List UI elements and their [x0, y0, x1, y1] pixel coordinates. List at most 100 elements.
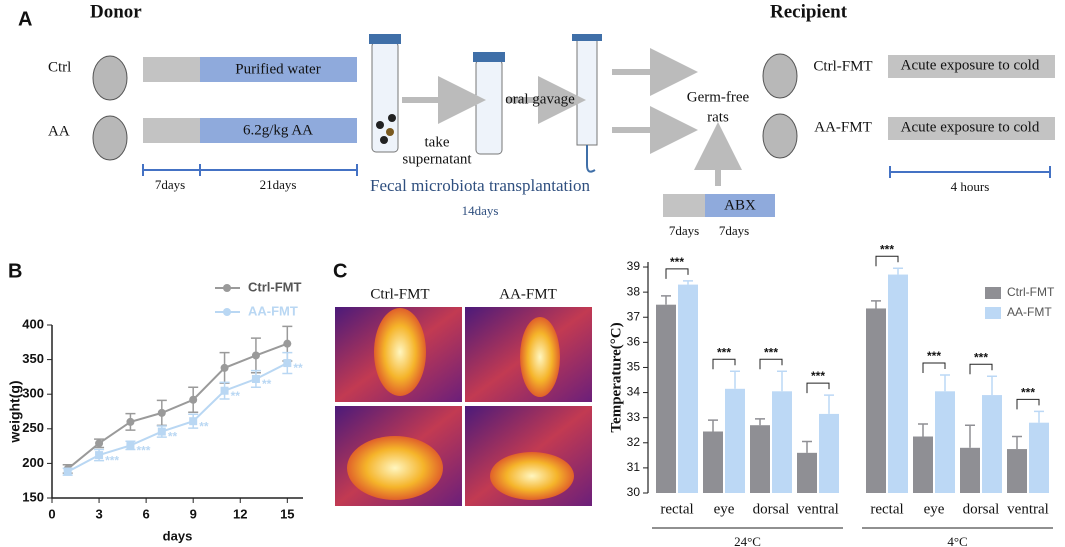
error-bar [871, 300, 881, 309]
point [126, 441, 135, 450]
point [189, 395, 198, 404]
period: 21days [260, 177, 297, 192]
legend-marker [223, 308, 231, 316]
abx-label: ABX [724, 197, 756, 213]
significance: *** [670, 255, 684, 269]
abx-bar [663, 194, 705, 217]
bar [982, 395, 1002, 493]
x-tick-label: rectal [870, 501, 903, 517]
significance-bracket [969, 363, 993, 375]
y-tick-label: 34 [627, 385, 641, 399]
error-bar [802, 440, 812, 453]
y-tick-label: 250 [22, 420, 44, 435]
exposure-label: Acute exposure to cold [901, 57, 1040, 73]
point [63, 467, 72, 476]
significance: *** [974, 350, 988, 364]
point [157, 408, 166, 417]
group-label: AA-FMT [814, 119, 872, 135]
error-bar [1012, 435, 1022, 450]
x-tick-label: dorsal [963, 501, 1000, 517]
group-label: 4°C [947, 534, 967, 547]
group-label: 24°C [734, 534, 761, 547]
bar [797, 452, 817, 493]
error-bar [940, 374, 950, 392]
bar [1029, 422, 1049, 493]
period: 7days [669, 223, 699, 238]
mouse-icons [92, 53, 798, 161]
exposure-timeline [889, 166, 1051, 178]
point [283, 359, 292, 368]
exposure-bar [888, 117, 1055, 140]
exposure-bar [888, 55, 1055, 78]
step-label: supernatant [402, 151, 472, 167]
bar [960, 447, 980, 493]
y-tick-label: 150 [22, 489, 44, 504]
period: 7days [155, 177, 185, 192]
photo-label: AA-FMT [499, 286, 557, 302]
step-label: take [425, 134, 450, 150]
significance-bracket [665, 268, 689, 279]
significance: ** [168, 430, 178, 444]
step-label: oral gavage [505, 91, 575, 107]
y-tick-label: 39 [627, 259, 641, 273]
y-tick-label: 30 [627, 485, 641, 499]
treatment: Purified water [235, 61, 320, 77]
legend-swatch [985, 287, 1001, 299]
y-tick-label: 400 [22, 316, 44, 331]
x-tick-label: 15 [280, 506, 294, 521]
legend-label: Ctrl-FMT [1007, 285, 1055, 299]
y-tick-label: 200 [22, 455, 44, 470]
significance: *** [927, 349, 941, 363]
error-bar [824, 394, 834, 414]
x-tick-label: 12 [233, 506, 247, 521]
x-tick-label: ventral [1007, 501, 1049, 517]
significance: *** [880, 242, 894, 256]
x-tick-label: 6 [143, 506, 150, 521]
group-label: Ctrl [48, 59, 71, 75]
y-tick-label: 38 [627, 284, 641, 298]
x-tick-label: eye [714, 501, 735, 517]
bar [725, 388, 745, 493]
period: 14days [462, 203, 499, 218]
error-bar [893, 267, 903, 275]
bar [888, 274, 908, 493]
y-tick-label: 32 [627, 435, 641, 449]
legend-marker [223, 284, 231, 292]
significance-bracket [806, 382, 830, 394]
significance-bracket [1016, 398, 1040, 410]
significance-bracket [875, 255, 899, 267]
panel-label: C [333, 260, 347, 282]
y-tick-label: 37 [627, 309, 641, 323]
point [283, 339, 292, 348]
significance: *** [717, 345, 731, 359]
series-line [67, 342, 288, 470]
legend-label: AA-FMT [1007, 305, 1052, 319]
thermal-photos [335, 307, 592, 506]
significance: ** [231, 389, 241, 403]
bar [1007, 449, 1027, 493]
significance: *** [764, 345, 778, 359]
significance: *** [1021, 386, 1035, 400]
bar [935, 391, 955, 493]
significance-bracket [759, 358, 783, 370]
x-tick-label: 3 [95, 506, 102, 521]
bar [866, 308, 886, 493]
y-axis-label: weight(g) [7, 380, 23, 443]
group-label: Ctrl-FMT [813, 58, 872, 74]
significance: ** [199, 419, 209, 433]
bar [772, 391, 792, 493]
bar [750, 425, 770, 493]
exposure-label: Acute exposure to cold [901, 119, 1040, 135]
x-tick-label: dorsal [753, 501, 790, 517]
point [220, 386, 229, 395]
legend-label: AA-FMT [248, 303, 298, 318]
x-tick-label: ventral [797, 501, 839, 517]
x-tick-label: 9 [190, 506, 197, 521]
y-tick-label: 33 [627, 410, 641, 424]
point [95, 439, 104, 448]
recipient-title: Recipient [770, 1, 848, 22]
tubes [369, 34, 602, 173]
point [189, 417, 198, 426]
germ-free-label: Germ-free [687, 89, 750, 105]
